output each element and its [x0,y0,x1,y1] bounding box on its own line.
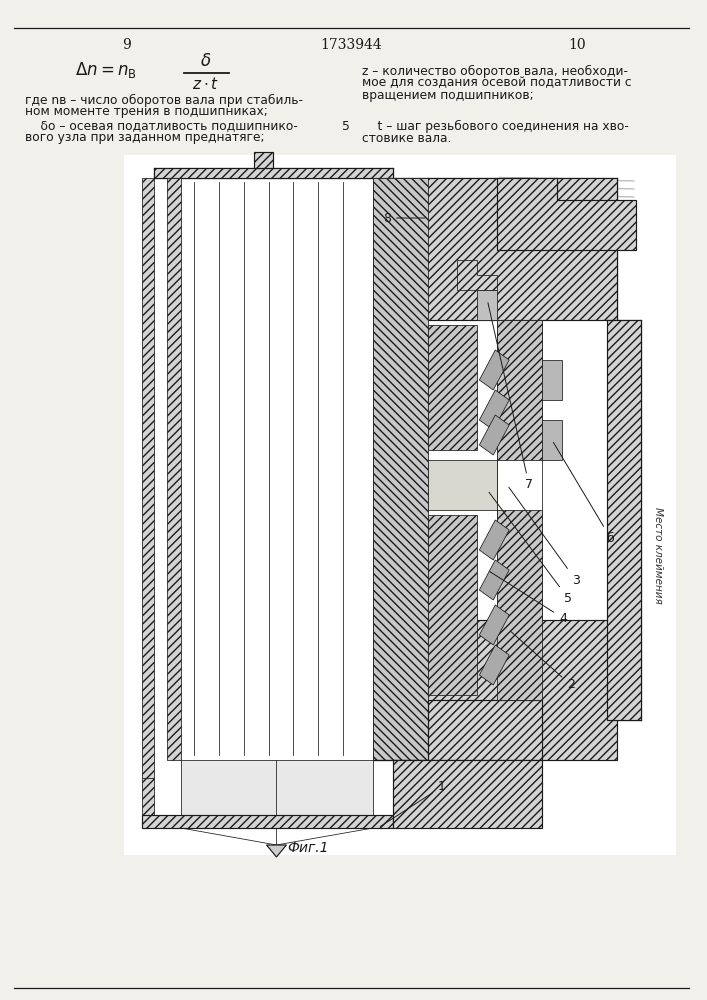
Text: 8: 8 [398,200,406,214]
Polygon shape [479,645,509,685]
Polygon shape [542,360,562,400]
Polygon shape [479,350,509,390]
Polygon shape [457,260,497,290]
Polygon shape [181,760,373,828]
Polygon shape [479,390,509,430]
Text: 4: 4 [490,571,567,624]
Polygon shape [428,460,497,510]
Text: 1733944: 1733944 [320,38,382,52]
Text: 2: 2 [511,632,575,692]
Text: $\Delta n = n_{\rm B}$: $\Delta n = n_{\rm B}$ [74,60,136,80]
Polygon shape [428,515,477,695]
Text: стовике вала.: стовике вала. [362,131,452,144]
Text: ном моменте трения в подшипниках;: ном моменте трения в подшипниках; [25,105,267,118]
Polygon shape [497,510,542,700]
Polygon shape [254,152,274,168]
Text: б: б [554,442,614,544]
Text: 5: 5 [342,119,350,132]
Polygon shape [479,605,509,645]
Polygon shape [607,320,641,720]
Text: $z \cdot t$: $z \cdot t$ [192,76,219,92]
Text: Место клеймения: Место клеймения [653,507,663,603]
Text: вого узла при заданном преднатяге;: вого узла при заданном преднатяге; [25,131,264,144]
Text: z – количество оборотов вала, необходи-: z – количество оборотов вала, необходи- [362,64,628,78]
Polygon shape [542,420,562,460]
Text: где nв – число оборотов вала при стабиль-: где nв – число оборотов вала при стабиль… [25,93,303,107]
Polygon shape [154,168,393,178]
Polygon shape [267,845,286,857]
Polygon shape [477,290,497,320]
Text: вращением подшипников;: вращением подшипников; [362,89,534,102]
Polygon shape [142,778,154,815]
Polygon shape [167,178,181,760]
Polygon shape [393,178,617,320]
Polygon shape [393,620,617,760]
Text: 9: 9 [122,38,131,52]
Polygon shape [373,178,393,760]
Text: 10: 10 [568,38,585,52]
Polygon shape [373,700,542,760]
Text: 3: 3 [509,487,580,586]
Text: Фиг.1: Фиг.1 [288,841,329,855]
Text: 7: 7 [488,303,533,491]
Polygon shape [479,560,509,600]
Polygon shape [428,325,477,450]
Text: мое для создания осевой податливости с: мое для создания осевой податливости с [362,77,632,90]
Text: 1: 1 [380,780,445,826]
Polygon shape [479,520,509,560]
Text: 8: 8 [383,212,425,225]
Text: t – шаг резьбового соединения на хво-: t – шаг резьбового соединения на хво- [362,119,629,133]
Text: 5: 5 [489,492,572,604]
Polygon shape [479,415,509,455]
Polygon shape [393,320,607,620]
Polygon shape [142,815,393,828]
Polygon shape [393,760,542,828]
Polygon shape [124,155,677,855]
Text: $\delta$: $\delta$ [200,53,211,70]
Polygon shape [373,178,428,760]
Text: δо – осевая податливость подшипнико-: δо – осевая податливость подшипнико- [25,119,298,132]
Polygon shape [497,178,636,250]
Polygon shape [497,320,542,460]
Polygon shape [142,178,154,778]
